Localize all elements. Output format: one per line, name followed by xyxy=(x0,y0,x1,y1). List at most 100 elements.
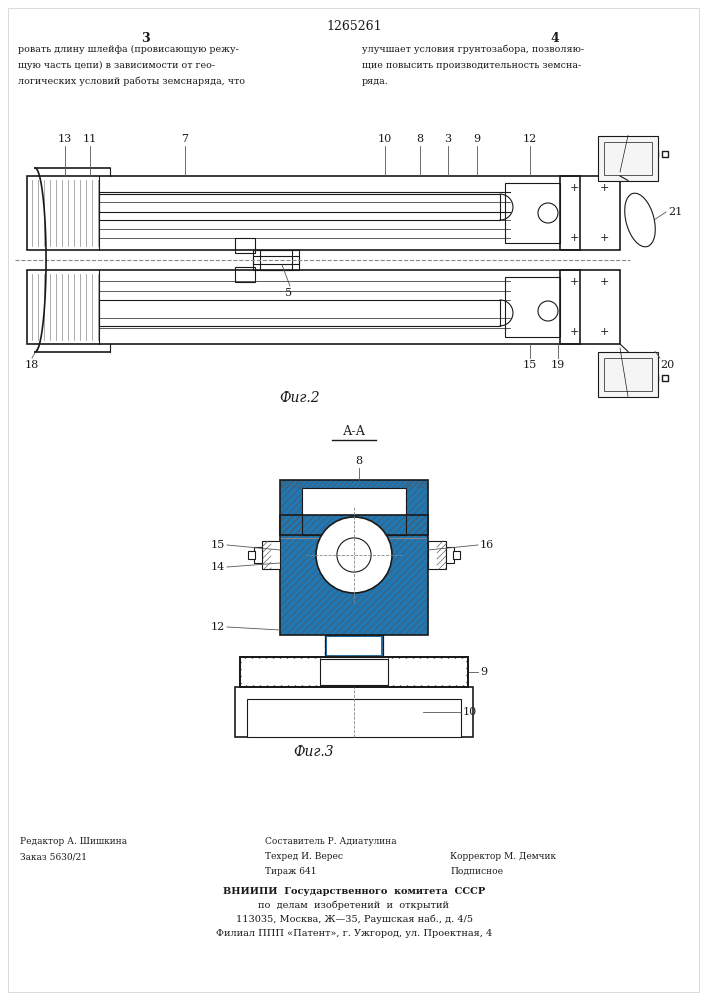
Bar xyxy=(598,352,658,396)
Bar xyxy=(240,657,468,687)
Bar xyxy=(240,657,468,687)
Text: 18: 18 xyxy=(25,360,39,370)
Bar xyxy=(505,277,560,337)
Bar xyxy=(235,238,255,253)
Bar xyxy=(325,635,383,657)
Bar xyxy=(325,635,383,657)
Bar xyxy=(325,635,383,657)
Bar xyxy=(280,480,428,535)
Text: Редактор А. Шишкина: Редактор А. Шишкина xyxy=(20,837,127,846)
Text: улучшает условия грунтозабора, позволяю-: улучшает условия грунтозабора, позволяю- xyxy=(362,45,584,54)
Bar xyxy=(280,515,428,635)
Text: 9: 9 xyxy=(474,134,481,144)
Bar xyxy=(27,270,580,344)
Text: 5: 5 xyxy=(285,288,292,298)
Bar xyxy=(235,687,473,737)
Bar xyxy=(560,270,620,344)
Text: 10: 10 xyxy=(378,134,392,144)
Text: 15: 15 xyxy=(523,360,537,370)
Bar xyxy=(604,358,652,390)
Bar xyxy=(320,658,388,686)
Bar xyxy=(280,480,428,488)
Bar xyxy=(302,488,406,535)
Bar xyxy=(260,250,292,270)
Text: по  делам  изобретений  и  открытий: по делам изобретений и открытий xyxy=(259,901,450,910)
Bar xyxy=(240,657,468,687)
Bar xyxy=(27,176,580,250)
Text: 3: 3 xyxy=(445,134,452,144)
Bar xyxy=(240,657,468,687)
Bar xyxy=(604,141,652,174)
Text: 1265261: 1265261 xyxy=(326,20,382,33)
Text: +: + xyxy=(600,233,609,243)
Circle shape xyxy=(337,538,371,572)
Bar xyxy=(247,699,461,737)
Text: +: + xyxy=(600,277,609,287)
Text: Заказ 5630/21: Заказ 5630/21 xyxy=(20,852,87,861)
Bar xyxy=(240,657,468,687)
Text: 8: 8 xyxy=(356,456,363,466)
Bar xyxy=(248,551,255,559)
Bar xyxy=(280,480,302,535)
Text: 11: 11 xyxy=(83,134,97,144)
Text: ровать длину шлейфа (провисающую режу-: ровать длину шлейфа (провисающую режу- xyxy=(18,45,239,54)
Text: 8: 8 xyxy=(416,134,423,144)
Text: 15: 15 xyxy=(211,540,225,550)
Text: ВНИИПИ  Государственного  комитета  СССР: ВНИИПИ Государственного комитета СССР xyxy=(223,887,485,896)
Text: +: + xyxy=(569,327,579,337)
Text: 113035, Москва, Ж—35, Раушская наб., д. 4/5: 113035, Москва, Ж—35, Раушская наб., д. … xyxy=(235,915,472,924)
Text: +: + xyxy=(569,233,579,243)
Text: ряда.: ряда. xyxy=(362,77,389,86)
Bar xyxy=(320,659,388,685)
Bar xyxy=(235,267,255,282)
Text: 16: 16 xyxy=(480,540,494,550)
Bar xyxy=(240,657,468,687)
Bar xyxy=(240,657,468,687)
Text: Фиг.3: Фиг.3 xyxy=(293,745,334,759)
Bar xyxy=(262,541,271,569)
Circle shape xyxy=(316,517,392,593)
Text: +: + xyxy=(600,183,609,193)
Text: 12: 12 xyxy=(523,134,537,144)
Bar xyxy=(446,547,454,563)
Text: Корректор М. Демчик: Корректор М. Демчик xyxy=(450,852,556,861)
Text: логических условий работы земснаряда, что: логических условий работы земснаряда, чт… xyxy=(18,77,245,87)
Text: щую часть цепи) в зависимости от гео-: щую часть цепи) в зависимости от гео- xyxy=(18,61,215,70)
Text: Подписное: Подписное xyxy=(450,867,503,876)
Text: 21: 21 xyxy=(668,207,682,217)
Text: +: + xyxy=(600,327,609,337)
Bar xyxy=(406,480,428,535)
Bar xyxy=(280,515,428,635)
Bar xyxy=(242,659,466,685)
Text: 12: 12 xyxy=(211,622,225,632)
Text: Фиг.2: Фиг.2 xyxy=(280,391,320,405)
Bar xyxy=(437,541,446,569)
Text: 4: 4 xyxy=(551,32,559,45)
Text: 7: 7 xyxy=(182,134,189,144)
Text: 9: 9 xyxy=(480,667,487,677)
Text: 14: 14 xyxy=(211,562,225,572)
Bar xyxy=(253,250,299,264)
Bar xyxy=(254,547,262,563)
Text: Тираж 641: Тираж 641 xyxy=(265,867,317,876)
Text: А-А: А-А xyxy=(342,425,366,438)
Text: 20: 20 xyxy=(660,360,674,370)
Bar xyxy=(453,551,460,559)
Text: 3: 3 xyxy=(141,32,149,45)
Bar xyxy=(99,194,500,220)
Text: Филиал ППП «Патент», г. Ужгород, ул. Проектная, 4: Филиал ППП «Патент», г. Ужгород, ул. Про… xyxy=(216,929,492,938)
Bar xyxy=(505,183,560,243)
Bar xyxy=(560,176,620,250)
Bar xyxy=(327,637,381,655)
Bar xyxy=(253,256,299,270)
Text: щие повысить производительность земсна-: щие повысить производительность земсна- xyxy=(362,61,581,70)
Text: Составитель Р. Адиатулина: Составитель Р. Адиатулина xyxy=(265,837,397,846)
Text: Техред И. Верес: Техред И. Верес xyxy=(265,852,343,861)
Bar xyxy=(428,541,446,569)
Text: 10: 10 xyxy=(463,707,477,717)
Bar xyxy=(598,135,658,180)
Bar xyxy=(99,300,500,326)
Text: 19: 19 xyxy=(551,360,565,370)
Text: +: + xyxy=(569,277,579,287)
Text: +: + xyxy=(569,183,579,193)
